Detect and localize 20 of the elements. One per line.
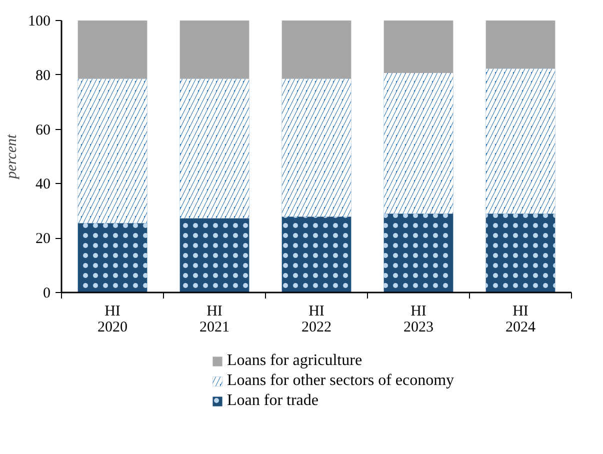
legend-label: Loans for other sectors of economy [227, 372, 454, 390]
x-tick-label: HI 2023 [404, 304, 434, 336]
legend-label: Loan for trade [227, 392, 319, 410]
y-tick-label: 100 [28, 14, 50, 30]
y-tick-label: 20 [36, 231, 50, 248]
x-tick-label: HI 2021 [200, 304, 230, 336]
bar [180, 20, 250, 79]
x-tick-label: HI 2022 [302, 304, 332, 336]
y-tick-label: 80 [36, 68, 50, 84]
y-tick-label: 40 [36, 176, 50, 193]
bar [282, 20, 352, 79]
x-tick-label: HI 2024 [506, 304, 536, 336]
y-tick-label: 0 [43, 286, 50, 302]
bar [486, 20, 556, 69]
y-tick-label: 60 [36, 122, 50, 138]
bar [78, 20, 148, 79]
bar [384, 20, 454, 73]
legend-label: Loans for agriculture [227, 352, 362, 370]
x-tick-label: HI 2020 [98, 304, 128, 336]
y-axis-title: percent [4, 133, 20, 180]
